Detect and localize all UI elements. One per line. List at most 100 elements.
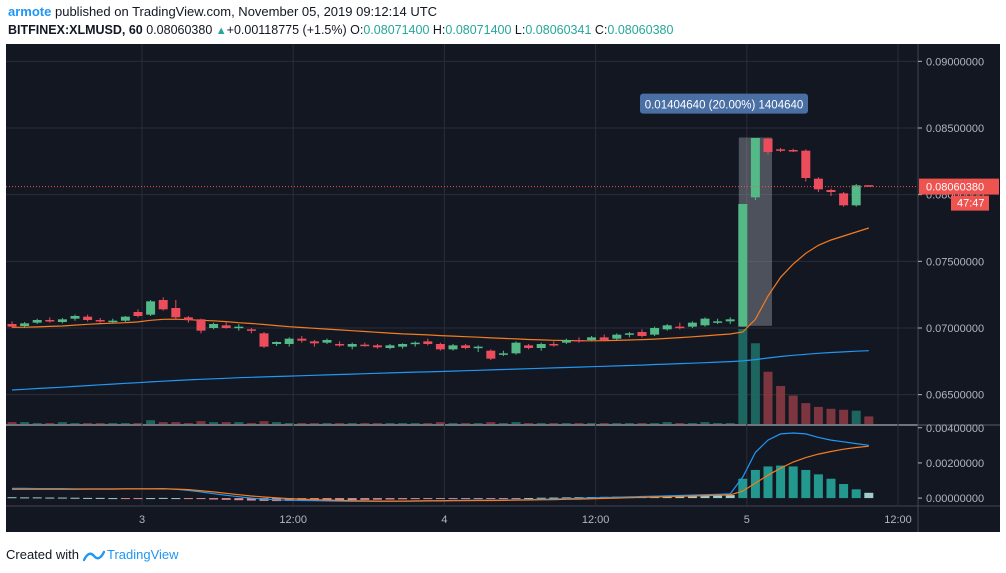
candle-body [700, 318, 710, 326]
candle-body [687, 322, 697, 327]
volume-bar [322, 423, 332, 424]
author-name[interactable]: armote [8, 4, 52, 19]
volume-bar [335, 423, 345, 424]
time-tick-label: 5 [744, 514, 750, 526]
created-with-text: Created with [6, 547, 79, 562]
volume-bar [587, 423, 597, 424]
volume-bar [158, 422, 168, 424]
candle-body [32, 320, 42, 323]
price-axis-panel [918, 44, 1000, 532]
macd-tick-label: 0.00200000 [926, 458, 984, 470]
volume-bar [826, 408, 836, 424]
candle-body [360, 344, 370, 347]
volume-bar [650, 423, 660, 424]
candle-body [347, 344, 357, 347]
low-label: L: [514, 23, 526, 37]
symbol-title[interactable]: BITFINEX:XLMUSD, 60 [8, 23, 143, 37]
candle-body [246, 329, 256, 331]
candle-body [372, 345, 382, 348]
volume-bar [448, 423, 458, 424]
macd-histogram-bar [423, 498, 433, 500]
time-tick-label: 12:00 [884, 514, 912, 526]
volume-bar [713, 423, 723, 424]
volume-bar [839, 409, 849, 424]
countdown-label: 47:47 [957, 198, 985, 210]
volume-bar [309, 423, 319, 424]
macd-tick-label: 0.00000000 [926, 493, 984, 505]
macd-histogram-bar [738, 478, 748, 499]
macd-signal-line [12, 445, 869, 502]
macd-histogram-bar [713, 495, 723, 499]
macd-histogram-bar [725, 495, 735, 499]
volume-bar [234, 422, 244, 424]
volume-bar [83, 423, 93, 424]
high-value: 0.08071400 [445, 23, 512, 37]
countdown-tag [951, 195, 989, 211]
volume-bar [196, 421, 206, 424]
volume-bar [20, 422, 30, 424]
candle-body [624, 333, 634, 335]
volume-bar [675, 423, 685, 424]
candle-body [209, 324, 219, 328]
macd-histogram-bar [524, 498, 534, 500]
volume-bar [246, 423, 256, 424]
candle-body [20, 323, 30, 326]
candle-body [612, 334, 622, 339]
last-price: 0.08060380 [146, 23, 213, 37]
candle-body [83, 316, 93, 320]
published-text: published on TradingView.com, November 0… [54, 4, 438, 19]
candle-body [813, 178, 823, 190]
volume-bar [70, 423, 80, 424]
candle-body [713, 321, 723, 323]
macd-histogram-bar [196, 498, 206, 500]
volume-bar [549, 423, 559, 424]
ma-slow-line [11, 350, 869, 391]
macd-histogram-bar [700, 495, 710, 499]
macd-histogram-bar [536, 497, 546, 499]
macd-histogram-bar [20, 497, 30, 499]
volume-bar [851, 410, 861, 424]
candle-body [284, 338, 294, 344]
volume-bar [700, 422, 710, 424]
volume-bar [95, 423, 105, 424]
close-label: C: [594, 23, 608, 37]
volume-bar [864, 416, 874, 424]
tradingview-link[interactable]: TradingView [106, 547, 179, 562]
candle-body [801, 150, 811, 178]
candle-body [7, 324, 17, 327]
macd-histogram-bar [448, 498, 458, 500]
tradingview-brand[interactable]: TradingView [82, 547, 179, 562]
macd-histogram-bar [360, 498, 370, 500]
volume-bar [7, 422, 17, 424]
price-tick-label: 0.07000000 [926, 323, 984, 335]
macd-tick-label: 0.00400000 [926, 423, 984, 435]
macd-histogram-bar [398, 498, 408, 500]
candle-body [839, 193, 849, 206]
open-value: 0.08071400 [363, 23, 430, 37]
price-chart[interactable]: 0.090000000.085000000.080000000.07500000… [0, 42, 1006, 542]
candle-body [498, 353, 508, 355]
open-label: O: [350, 23, 364, 37]
macd-histogram-bar [410, 498, 420, 500]
candle-body [221, 325, 231, 328]
time-axis-panel [6, 506, 918, 532]
candle-body [524, 345, 534, 348]
time-tick-label: 12:00 [279, 514, 307, 526]
macd-histogram-bar [763, 466, 773, 499]
macd-histogram-bar [776, 465, 786, 499]
time-tick-label: 4 [441, 514, 447, 526]
volume-bar [788, 395, 798, 424]
volume-bar [398, 423, 408, 424]
volume-bar [738, 329, 748, 424]
volume-bar [498, 423, 508, 424]
macd-histogram-bar [171, 498, 181, 500]
candle-body [826, 190, 836, 192]
macd-histogram-bar [435, 498, 445, 500]
volume-bar [486, 422, 496, 424]
volume-bar [536, 423, 546, 424]
volume-bar [146, 420, 156, 424]
candle-body [473, 346, 483, 349]
candle-body [750, 138, 760, 198]
ma-fast-line [11, 227, 869, 342]
volume-bar [57, 422, 67, 424]
